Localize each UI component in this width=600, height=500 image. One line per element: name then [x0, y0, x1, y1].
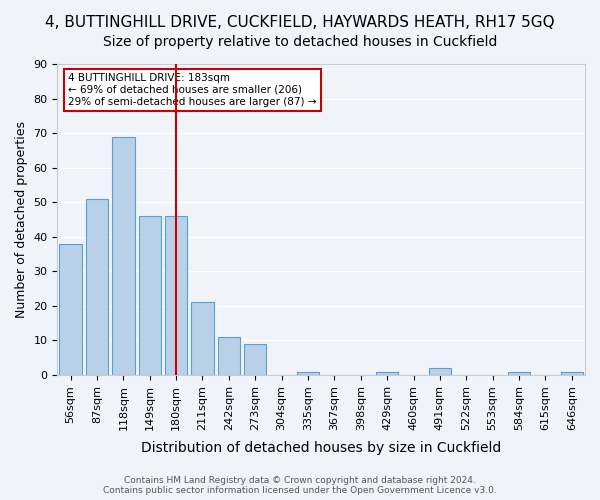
Bar: [165, 216, 187, 375]
Bar: [560, 372, 583, 375]
Bar: [376, 372, 398, 375]
Bar: [218, 337, 240, 375]
Text: Size of property relative to detached houses in Cuckfield: Size of property relative to detached ho…: [103, 35, 497, 49]
Bar: [191, 302, 214, 375]
Bar: [59, 244, 82, 375]
Text: 4 BUTTINGHILL DRIVE: 183sqm
← 69% of detached houses are smaller (206)
29% of se: 4 BUTTINGHILL DRIVE: 183sqm ← 69% of det…: [68, 74, 316, 106]
Text: 4, BUTTINGHILL DRIVE, CUCKFIELD, HAYWARDS HEATH, RH17 5GQ: 4, BUTTINGHILL DRIVE, CUCKFIELD, HAYWARD…: [45, 15, 555, 30]
X-axis label: Distribution of detached houses by size in Cuckfield: Distribution of detached houses by size …: [141, 441, 502, 455]
Bar: [297, 372, 319, 375]
Y-axis label: Number of detached properties: Number of detached properties: [15, 121, 28, 318]
Bar: [508, 372, 530, 375]
Text: Contains HM Land Registry data © Crown copyright and database right 2024.
Contai: Contains HM Land Registry data © Crown c…: [103, 476, 497, 495]
Bar: [86, 199, 108, 375]
Bar: [139, 216, 161, 375]
Bar: [112, 136, 134, 375]
Bar: [244, 344, 266, 375]
Bar: [428, 368, 451, 375]
